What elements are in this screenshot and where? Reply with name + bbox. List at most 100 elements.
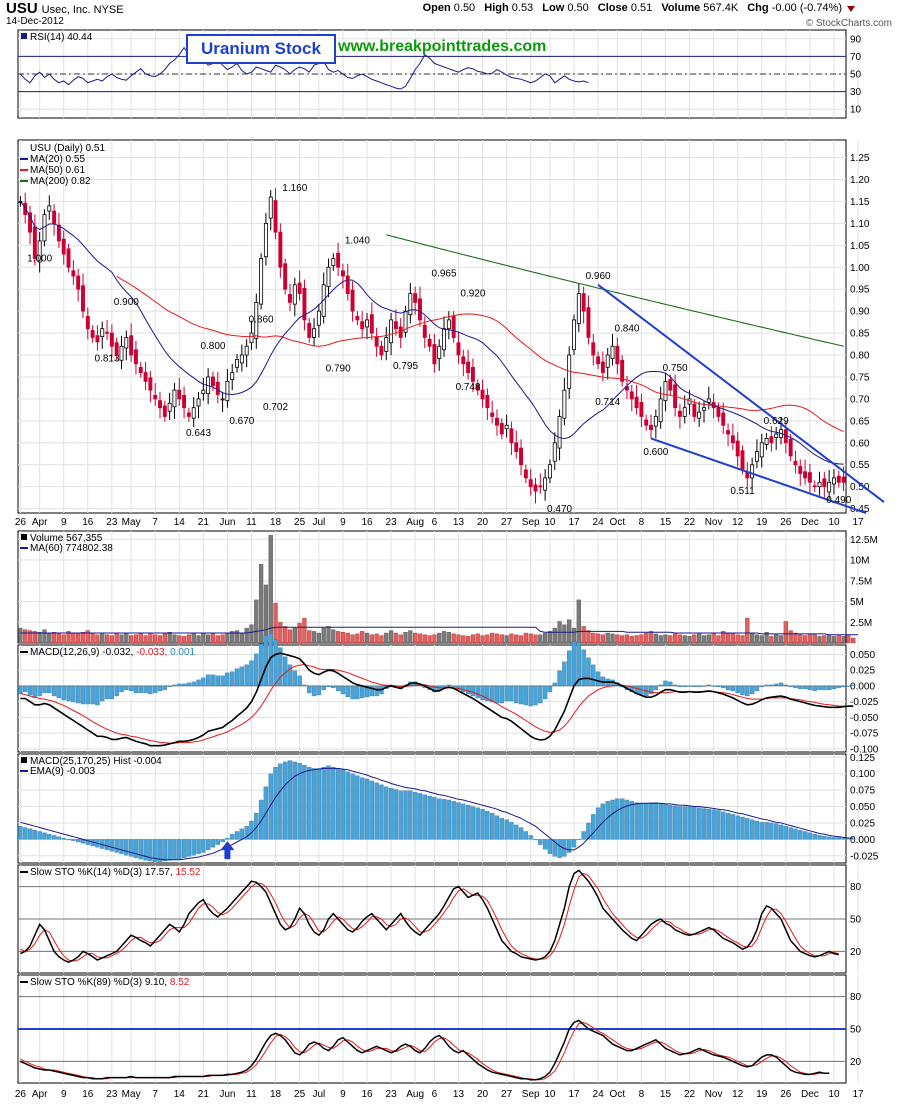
sto14-y-tick-label: 80: [850, 882, 862, 893]
candle: [490, 412, 495, 417]
candle: [581, 293, 586, 312]
candle: [268, 196, 273, 219]
date-label: Nov: [705, 517, 723, 528]
macd-long-hist-bar: [687, 806, 692, 840]
macd-long-hist-bar: [153, 839, 158, 862]
candle: [225, 380, 230, 402]
volume-bar: [480, 635, 485, 644]
macd-long-hist-bar: [321, 766, 326, 840]
macd-long-hist-bar: [119, 839, 124, 854]
volume-bar: [239, 632, 244, 644]
candle: [345, 275, 350, 294]
volume-bar: [109, 635, 114, 644]
volume-bar: [446, 632, 451, 644]
macd-hist-bar: [273, 639, 278, 687]
bottom-date-label: 20: [477, 1089, 489, 1100]
macd-hist-bar: [533, 685, 538, 706]
macd-long-hist-bar: [268, 773, 273, 840]
candle: [437, 345, 442, 359]
date-label: 25: [294, 517, 306, 528]
date-label: 17: [852, 517, 864, 528]
macd-long-hist-bar: [725, 812, 731, 840]
price-y-tick-label: 0.55: [850, 460, 870, 471]
macd-hist-bar: [595, 671, 601, 687]
macd-hist-bar: [90, 685, 95, 705]
candle: [37, 240, 42, 263]
volume-bar: [451, 633, 456, 644]
price-annotation: 0.750: [663, 363, 688, 374]
chart-date: 14-Dec-2012: [6, 16, 64, 27]
candle: [653, 416, 658, 427]
macd-hist-bar: [210, 674, 216, 687]
macd-long-hist-bar: [335, 768, 341, 840]
ma-legend: MA(200) 0.82: [30, 176, 91, 187]
volume-bar: [725, 633, 731, 644]
macd-long-hist-bar: [51, 835, 57, 840]
macd-long-hist-bar: [668, 805, 673, 840]
volume-bar: [528, 633, 533, 644]
date-label: 7: [152, 517, 158, 528]
candle: [615, 345, 620, 365]
volume-bar: [331, 629, 336, 644]
macd-long-hist-bar: [552, 839, 557, 857]
candle: [803, 471, 808, 479]
candle: [552, 442, 557, 462]
macd-hist-bar: [542, 685, 548, 700]
macd-hist-bar: [567, 650, 572, 687]
bottom-date-label: 21: [198, 1089, 210, 1100]
date-label: 20: [477, 517, 489, 528]
macd-long-hist-bar: [465, 805, 471, 840]
macd-hist-bar: [489, 685, 495, 703]
macd-long-hist-bar: [778, 824, 784, 840]
candle: [730, 435, 735, 444]
volume-legend: Volume 567,355: [30, 533, 103, 544]
candle: [682, 407, 687, 417]
candle: [186, 412, 191, 417]
bottom-date-label: Nov: [705, 1089, 723, 1100]
macd-long-hist-bar: [745, 818, 750, 840]
macd-long-hist-bar: [576, 839, 582, 841]
macd-long-hist-bar: [360, 777, 365, 840]
macd-long-hist-bar: [114, 839, 119, 853]
macd-hist-bar: [230, 671, 235, 687]
macd-long-hist-bar: [220, 839, 225, 843]
volume-bar: [297, 622, 302, 644]
macd-long-hist-bar: [27, 828, 33, 840]
macd-long-hist-bar: [851, 838, 856, 840]
candle: [836, 475, 841, 483]
macd-long-hist-bar: [523, 831, 529, 840]
macd-hist-bar: [812, 685, 817, 692]
volume-bar: [798, 634, 803, 644]
bottom-date-label: Apr: [32, 1089, 48, 1100]
macd-long-hist-bar: [764, 822, 769, 840]
macd-hist-bar: [56, 685, 62, 699]
macd-long-hist-bar: [427, 795, 432, 840]
rsi-y-tick-label: 10: [850, 105, 862, 116]
macd-long-hist-bar: [355, 775, 360, 840]
candle: [750, 464, 755, 479]
candle: [745, 472, 750, 479]
macd-long-hist-bar: [812, 833, 817, 840]
macd-y-tick-label: 0.000: [850, 681, 875, 692]
macd-hist-bar: [725, 685, 731, 691]
volume-bar: [697, 633, 702, 644]
macd-long-hist-bar: [648, 802, 654, 840]
candle: [817, 481, 822, 488]
volume-bar: [841, 636, 846, 644]
macd-long-ema-legend: EMA(9) -0.003: [30, 766, 95, 777]
macd-hist-y-tick-label: -0.025: [850, 851, 879, 862]
volume-bar: [615, 634, 620, 644]
macd-long-hist-bar: [446, 799, 452, 840]
volume-bar: [278, 622, 283, 644]
macd-long-hist-bar: [273, 766, 278, 840]
volume-bar: [721, 631, 726, 644]
candle: [389, 319, 394, 344]
candle: [307, 323, 312, 338]
macd-hist-bar: [754, 685, 760, 692]
candle: [793, 460, 798, 466]
volume-bar: [114, 633, 119, 644]
candle: [480, 389, 485, 400]
volume-bar: [692, 634, 697, 644]
price-y-tick-label: 0.65: [850, 416, 870, 427]
macd-long-hist-bar: [37, 831, 42, 840]
